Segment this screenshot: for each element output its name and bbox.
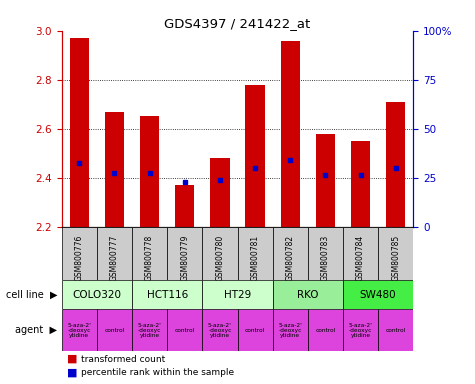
Bar xyxy=(202,227,238,280)
Text: 5-aza-2'
-deoxyc
ytidine: 5-aza-2' -deoxyc ytidine xyxy=(138,323,162,338)
Text: control: control xyxy=(315,328,335,333)
Bar xyxy=(105,111,124,227)
Bar xyxy=(132,280,202,309)
Bar xyxy=(62,227,97,280)
Bar xyxy=(308,227,343,280)
Text: GSM800776: GSM800776 xyxy=(75,235,84,281)
Bar xyxy=(175,185,194,227)
Bar xyxy=(343,309,378,351)
Text: SW480: SW480 xyxy=(360,290,397,300)
Bar xyxy=(167,227,202,280)
Text: GSM800778: GSM800778 xyxy=(145,235,154,281)
Bar xyxy=(238,309,273,351)
Bar xyxy=(308,309,343,351)
Text: HCT116: HCT116 xyxy=(147,290,188,300)
Bar xyxy=(62,280,132,309)
Text: control: control xyxy=(104,328,124,333)
Text: GSM800785: GSM800785 xyxy=(391,235,400,281)
Text: GSM800777: GSM800777 xyxy=(110,235,119,281)
Bar xyxy=(132,227,167,280)
Text: agent  ▶: agent ▶ xyxy=(15,325,57,335)
Text: GSM800784: GSM800784 xyxy=(356,235,365,281)
Text: 5-aza-2'
-deoxyc
ytidine: 5-aza-2' -deoxyc ytidine xyxy=(67,323,91,338)
Text: 5-aza-2'
-deoxyc
ytidine: 5-aza-2' -deoxyc ytidine xyxy=(349,323,372,338)
Bar xyxy=(246,84,265,227)
Bar xyxy=(132,309,167,351)
Bar xyxy=(343,227,378,280)
Text: cell line  ▶: cell line ▶ xyxy=(6,290,57,300)
Bar xyxy=(343,280,413,309)
Bar xyxy=(97,227,132,280)
Text: transformed count: transformed count xyxy=(81,354,165,364)
Text: 5-aza-2'
-deoxyc
ytidine: 5-aza-2' -deoxyc ytidine xyxy=(208,323,232,338)
Bar xyxy=(386,102,405,227)
Title: GDS4397 / 241422_at: GDS4397 / 241422_at xyxy=(164,17,311,30)
Text: RKO: RKO xyxy=(297,290,319,300)
Text: GSM800781: GSM800781 xyxy=(251,235,259,281)
Bar xyxy=(273,280,343,309)
Bar xyxy=(202,280,273,309)
Bar xyxy=(238,227,273,280)
Bar xyxy=(97,309,132,351)
Text: ■: ■ xyxy=(66,367,77,377)
Bar xyxy=(70,38,89,227)
Text: GSM800783: GSM800783 xyxy=(321,235,330,281)
Text: COLO320: COLO320 xyxy=(72,290,122,300)
Text: GSM800782: GSM800782 xyxy=(286,235,294,281)
Bar xyxy=(202,309,238,351)
Bar xyxy=(378,309,413,351)
Text: 5-aza-2'
-deoxyc
ytidine: 5-aza-2' -deoxyc ytidine xyxy=(278,323,302,338)
Bar xyxy=(273,309,308,351)
Bar xyxy=(210,158,229,227)
Bar xyxy=(351,141,370,227)
Text: control: control xyxy=(386,328,406,333)
Bar xyxy=(167,309,202,351)
Text: GSM800779: GSM800779 xyxy=(180,235,189,281)
Text: GSM800780: GSM800780 xyxy=(216,235,224,281)
Text: percentile rank within the sample: percentile rank within the sample xyxy=(81,368,234,377)
Bar xyxy=(316,134,335,227)
Bar xyxy=(140,116,159,227)
Text: control: control xyxy=(175,328,195,333)
Bar xyxy=(62,309,97,351)
Text: HT29: HT29 xyxy=(224,290,251,300)
Bar xyxy=(273,227,308,280)
Bar xyxy=(378,227,413,280)
Text: ■: ■ xyxy=(66,354,77,364)
Bar xyxy=(281,41,300,227)
Text: control: control xyxy=(245,328,265,333)
